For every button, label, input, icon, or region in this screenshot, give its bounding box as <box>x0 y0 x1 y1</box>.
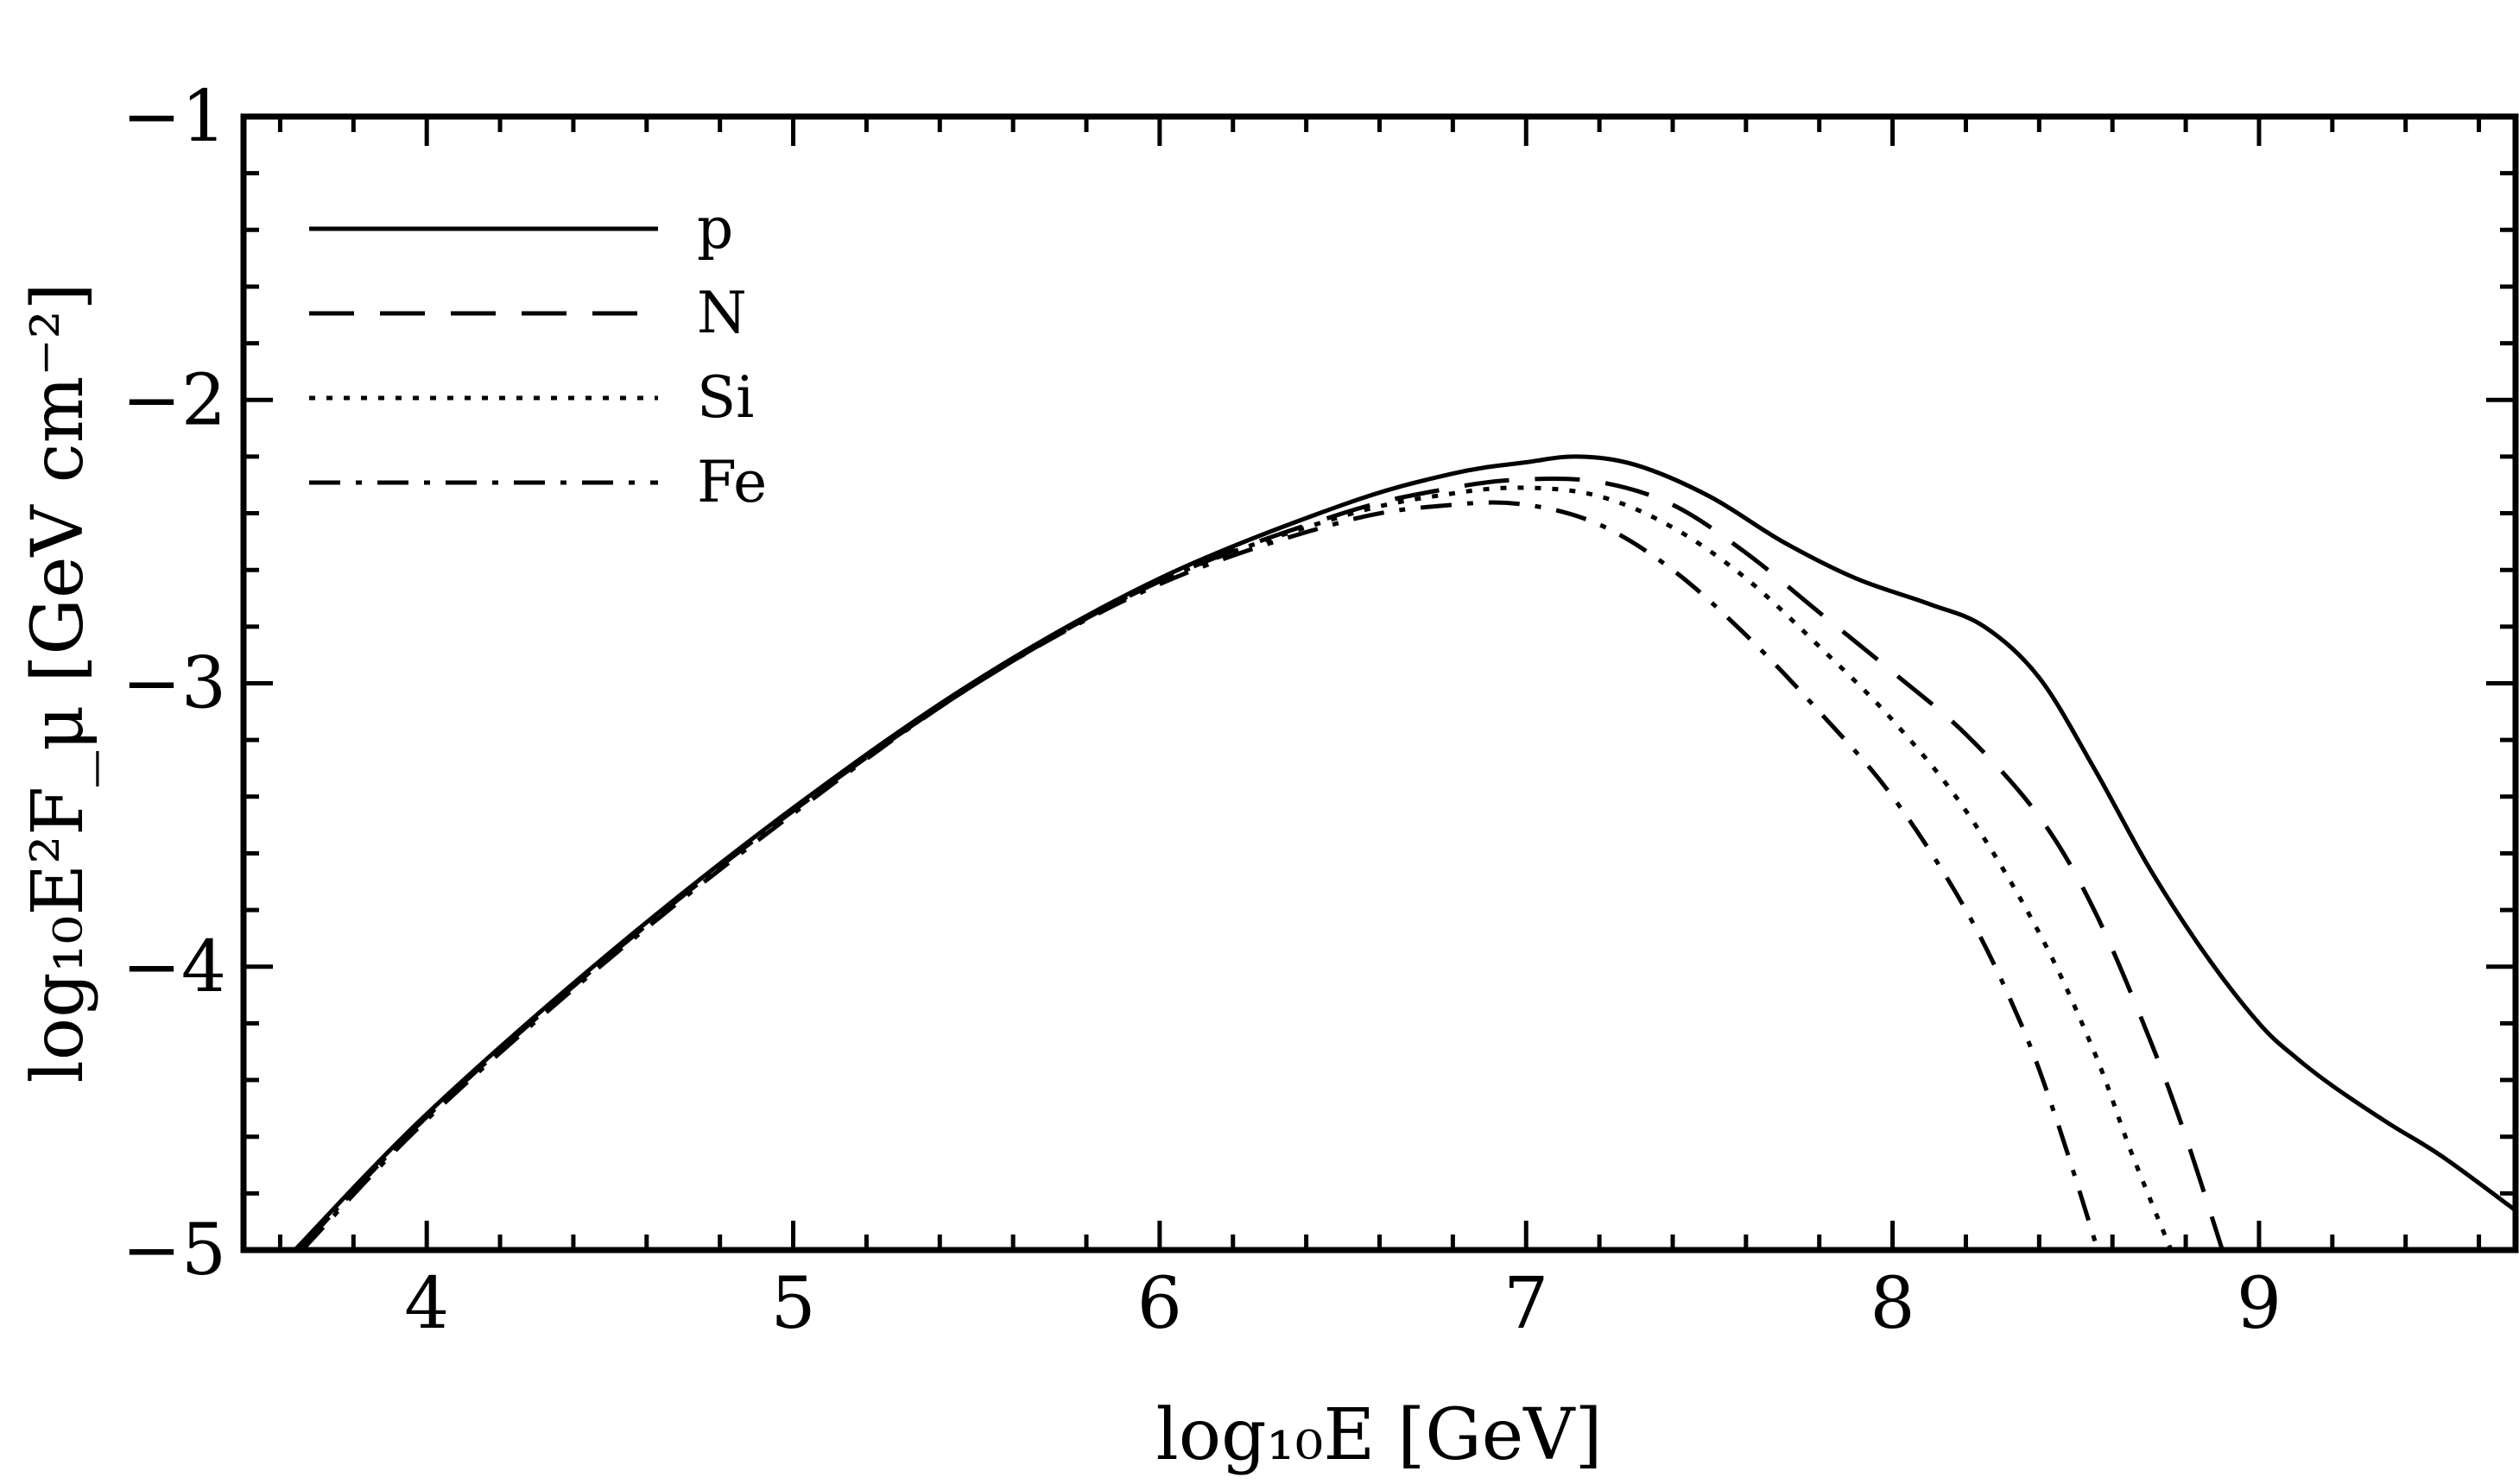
y-axis-label: log₁₀E²F_μ [GeV cm⁻²] <box>17 283 99 1083</box>
x-tick-label: 6 <box>1137 1263 1182 1345</box>
x-tick-label: 5 <box>770 1263 815 1345</box>
x-tick-label: 7 <box>1503 1263 1548 1345</box>
legend-label-si: Si <box>697 364 754 431</box>
x-tick-label: 9 <box>2237 1263 2282 1345</box>
legend-label-n: N <box>697 280 747 346</box>
y-tick-label: −2 <box>122 359 226 441</box>
series-line-fe <box>301 500 2100 1250</box>
legend-label-fe: Fe <box>697 449 767 515</box>
tick-labels: 4 5 6 7 8 9 −5 −4 −3 −2 −1 <box>122 76 2282 1345</box>
series-line-si <box>296 485 2174 1250</box>
series-layer <box>293 454 2516 1250</box>
plot-frame <box>240 113 2519 1254</box>
legend: pN Si Fe <box>309 195 767 515</box>
axis-ticks <box>244 114 2516 1253</box>
x-tick-label: 4 <box>404 1263 449 1345</box>
x-axis-label: log₁₀E [GeV] <box>1156 1394 1603 1476</box>
y-tick-label: −5 <box>122 1209 226 1291</box>
series-line-n <box>296 476 2225 1250</box>
y-tick-label: −3 <box>122 643 226 725</box>
y-tick-label: −1 <box>122 76 226 158</box>
y-tick-label: −4 <box>122 926 226 1008</box>
x-tick-label: 8 <box>1870 1263 1915 1345</box>
series-line-p <box>293 454 2516 1250</box>
legend-label-p: p <box>697 195 733 262</box>
